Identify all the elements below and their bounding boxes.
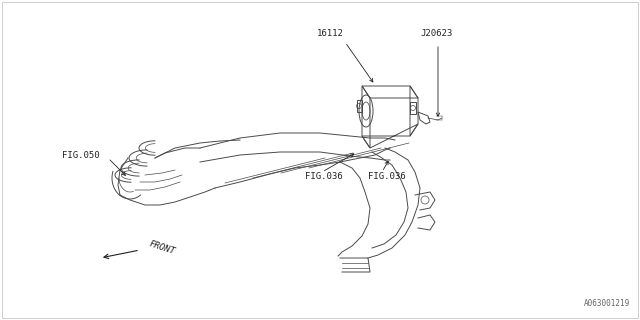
Text: J20623: J20623 (420, 29, 452, 38)
Text: FIG.050: FIG.050 (62, 150, 100, 159)
Text: FRONT: FRONT (148, 240, 177, 256)
Text: 16112: 16112 (317, 29, 344, 38)
Text: FIG.036: FIG.036 (368, 172, 406, 180)
Text: FIG.036: FIG.036 (305, 172, 342, 180)
Text: A063001219: A063001219 (584, 299, 630, 308)
